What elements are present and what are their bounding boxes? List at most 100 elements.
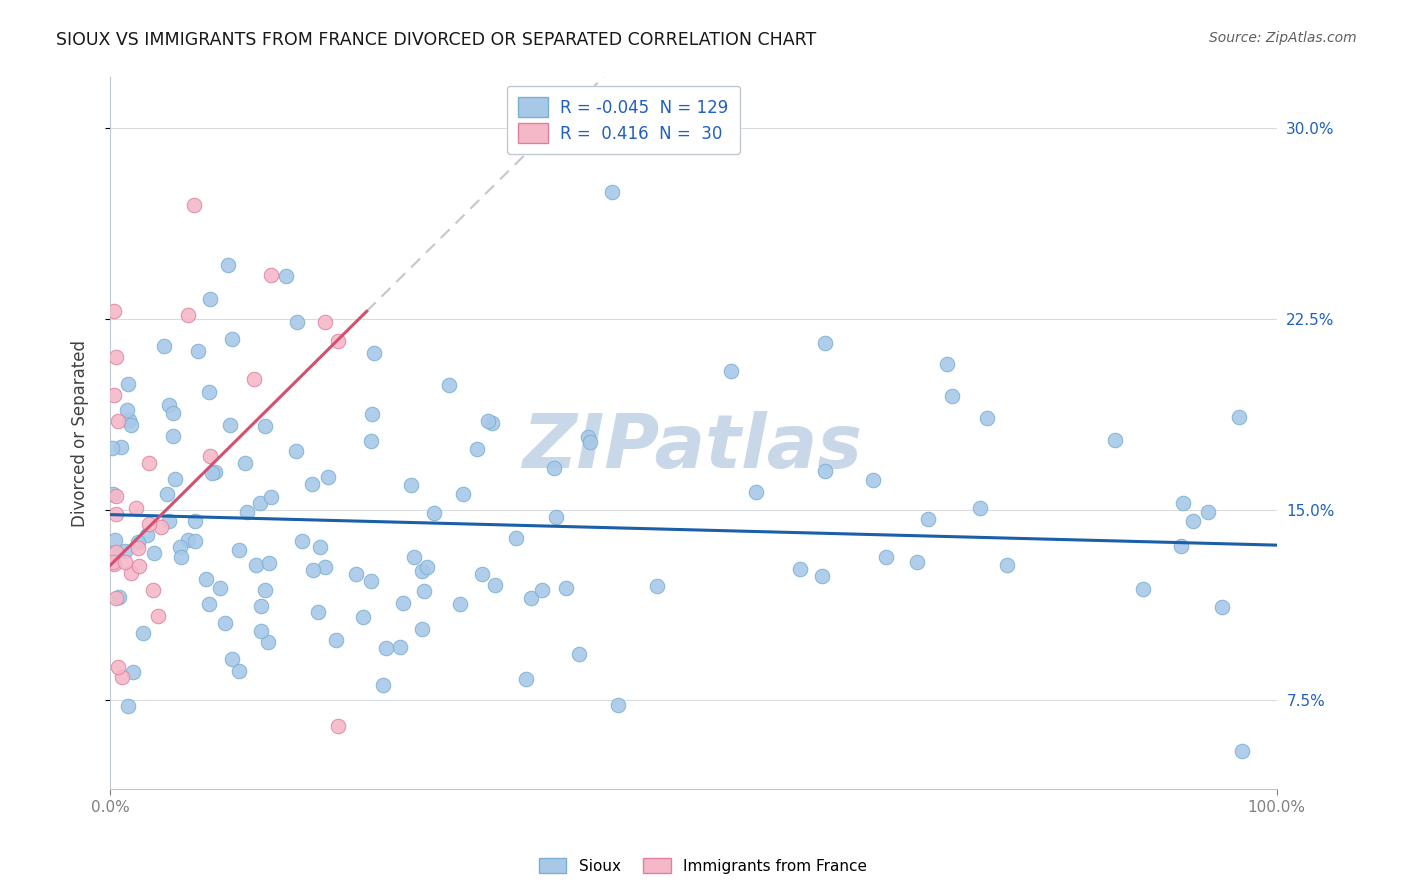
Point	[183, 514, 205, 528]
Point	[1230, 744, 1253, 758]
Point	[344, 567, 367, 582]
Point	[363, 345, 385, 359]
Point	[198, 597, 221, 611]
Point	[285, 315, 308, 329]
Point	[995, 558, 1018, 572]
Point	[360, 434, 382, 448]
Point	[481, 416, 503, 430]
Point	[1211, 599, 1233, 614]
Point	[326, 334, 349, 348]
Point	[314, 315, 336, 329]
Point	[814, 464, 837, 478]
Point	[291, 534, 314, 549]
Point	[142, 582, 165, 597]
Point	[104, 591, 127, 606]
Point	[103, 557, 125, 571]
Point	[554, 581, 576, 595]
Point	[471, 566, 494, 581]
Point	[127, 535, 149, 549]
Point	[228, 543, 250, 558]
Point	[228, 664, 250, 678]
Point	[875, 549, 897, 564]
Point	[170, 549, 193, 564]
Point	[416, 560, 439, 574]
Point	[437, 377, 460, 392]
Point	[309, 540, 332, 554]
Point	[465, 442, 488, 456]
Point	[373, 678, 395, 692]
Text: ZIPatlas: ZIPatlas	[523, 411, 863, 484]
Point	[221, 651, 243, 665]
Point	[118, 413, 141, 427]
Point	[520, 591, 543, 606]
Point	[1170, 539, 1192, 553]
Point	[169, 540, 191, 554]
Point	[103, 388, 125, 402]
Text: Source: ZipAtlas.com: Source: ZipAtlas.com	[1209, 31, 1357, 45]
Point	[546, 509, 568, 524]
Point	[195, 572, 218, 586]
Point	[157, 514, 180, 528]
Point	[157, 398, 180, 412]
Point	[219, 417, 242, 432]
Point	[104, 350, 127, 364]
Point	[120, 566, 142, 580]
Point	[600, 185, 623, 199]
Point	[125, 500, 148, 515]
Point	[389, 640, 412, 654]
Text: SIOUX VS IMMIGRANTS FROM FRANCE DIVORCED OR SEPARATED CORRELATION CHART: SIOUX VS IMMIGRANTS FROM FRANCE DIVORCED…	[56, 31, 817, 49]
Point	[745, 485, 768, 500]
Point	[253, 419, 276, 434]
Point	[105, 507, 128, 521]
Point	[107, 414, 129, 428]
Point	[221, 332, 243, 346]
Point	[254, 582, 277, 597]
Point	[530, 582, 553, 597]
Point	[257, 556, 280, 570]
Point	[249, 496, 271, 510]
Point	[104, 533, 127, 548]
Point	[936, 358, 959, 372]
Point	[1132, 582, 1154, 597]
Point	[969, 500, 991, 515]
Point	[177, 533, 200, 548]
Point	[301, 477, 323, 491]
Point	[402, 549, 425, 564]
Point	[576, 430, 599, 444]
Point	[449, 597, 471, 611]
Point	[250, 624, 273, 638]
Point	[233, 456, 256, 470]
Y-axis label: Divorced or Separated: Divorced or Separated	[72, 340, 89, 527]
Point	[243, 372, 266, 386]
Point	[101, 547, 124, 561]
Point	[138, 456, 160, 470]
Point	[156, 487, 179, 501]
Point	[184, 534, 207, 549]
Point	[412, 584, 434, 599]
Point	[307, 605, 329, 619]
Point	[103, 304, 125, 318]
Point	[235, 505, 257, 519]
Point	[314, 559, 336, 574]
Point	[198, 293, 221, 307]
Point	[579, 434, 602, 449]
Legend: R = -0.045  N = 129, R =  0.416  N =  30: R = -0.045 N = 129, R = 0.416 N = 30	[506, 86, 740, 154]
Point	[411, 622, 433, 636]
Point	[249, 599, 271, 614]
Point	[117, 699, 139, 714]
Point	[108, 590, 131, 604]
Point	[301, 564, 323, 578]
Point	[198, 384, 221, 399]
Point	[101, 487, 124, 501]
Point	[318, 470, 340, 484]
Point	[814, 336, 837, 351]
Point	[153, 338, 176, 352]
Point	[214, 616, 236, 631]
Point	[543, 461, 565, 475]
Point	[162, 406, 184, 420]
Point	[138, 516, 160, 531]
Point	[135, 528, 157, 542]
Point	[720, 364, 742, 378]
Point	[217, 258, 239, 272]
Point	[941, 389, 963, 403]
